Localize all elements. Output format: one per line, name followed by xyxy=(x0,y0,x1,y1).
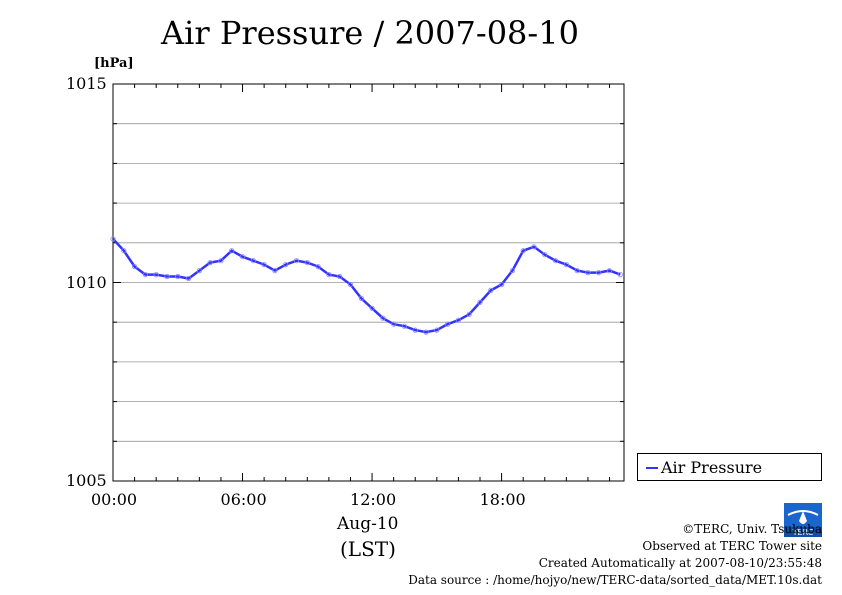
chart-title: Air Pressure / 2007-08-10 xyxy=(161,14,579,52)
y-axis-unit-label: [hPa] xyxy=(94,56,134,71)
data-point xyxy=(207,259,213,266)
data-point xyxy=(272,267,278,274)
data-point xyxy=(477,299,483,305)
data-point xyxy=(520,248,526,254)
data-point xyxy=(293,258,300,264)
data-point xyxy=(606,267,613,274)
data-point xyxy=(283,261,289,268)
data-point xyxy=(542,252,548,258)
data-point xyxy=(401,323,407,329)
legend-swatch xyxy=(646,467,658,469)
data-point xyxy=(337,273,343,280)
legend-label: Air Pressure xyxy=(661,458,763,477)
y-tick-label: 1010 xyxy=(66,272,107,292)
data-point xyxy=(563,261,570,268)
data-point xyxy=(229,248,235,254)
data-point xyxy=(347,281,354,288)
data-point xyxy=(132,263,138,270)
x-axis-date-label: Aug-10 xyxy=(337,514,399,534)
terc-logo-icon: TERC xyxy=(784,503,822,537)
x-tick-label: 00:00 xyxy=(91,490,138,509)
credit-observed: Observed at TERC Tower site xyxy=(642,539,822,553)
credit-data-source: Data source : /home/hojyo/new/TERC-data/… xyxy=(408,573,822,587)
data-point xyxy=(239,254,246,260)
data-point xyxy=(186,275,192,282)
credit-copyright: ©TERC, Univ. Tsukuba xyxy=(682,522,822,536)
data-point xyxy=(175,273,181,280)
data-point xyxy=(466,311,472,317)
data-point xyxy=(498,281,505,288)
x-tick-label: 18:00 xyxy=(479,490,526,509)
data-point xyxy=(574,267,580,274)
data-point xyxy=(488,287,494,293)
tick-layer xyxy=(112,83,624,482)
data-point xyxy=(444,321,451,327)
data-point xyxy=(412,327,418,333)
data-point xyxy=(596,269,602,276)
data-point xyxy=(261,261,267,268)
credit-created: Created Automatically at 2007-08-10/23:5… xyxy=(538,556,822,570)
data-point xyxy=(121,248,127,254)
data-point xyxy=(110,236,116,242)
data-point xyxy=(218,258,224,264)
logo-text: TERC xyxy=(792,528,814,537)
legend: Air Pressure xyxy=(637,453,822,481)
data-point xyxy=(455,317,461,323)
marker-layer xyxy=(110,236,623,335)
data-point xyxy=(153,271,159,278)
data-point xyxy=(509,267,516,274)
data-point xyxy=(617,271,623,278)
data-point xyxy=(315,263,321,270)
x-tick-label: 06:00 xyxy=(220,490,267,509)
data-point xyxy=(552,258,559,264)
grid-layer xyxy=(113,123,624,442)
data-point xyxy=(358,295,364,301)
data-point xyxy=(326,271,332,278)
data-point xyxy=(369,305,375,311)
data-point xyxy=(250,258,256,264)
y-tick-label: 1015 xyxy=(66,74,107,93)
data-point xyxy=(423,329,429,335)
y-tick-label: 1005 xyxy=(66,471,107,490)
data-point xyxy=(164,273,170,280)
data-point xyxy=(142,271,148,278)
data-point xyxy=(434,327,440,333)
data-point xyxy=(304,259,310,266)
data-point xyxy=(380,315,386,321)
data-point xyxy=(531,244,537,250)
data-point xyxy=(391,321,397,327)
x-axis-timezone-label: (LST) xyxy=(340,537,396,561)
data-point xyxy=(585,269,591,276)
x-tick-label: 12:00 xyxy=(350,490,397,509)
data-point xyxy=(196,267,202,274)
